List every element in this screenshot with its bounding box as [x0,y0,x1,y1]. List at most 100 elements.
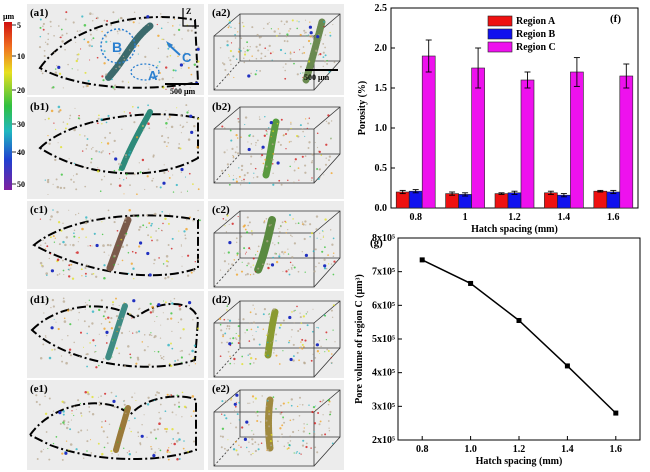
pore [241,426,244,429]
pore [167,47,170,50]
pore [170,342,172,345]
pore [262,313,265,316]
pore [128,330,130,332]
pore [241,179,243,182]
pore [333,61,336,64]
pore [110,24,113,27]
pore [321,400,323,403]
pore [112,303,114,306]
pore [232,178,235,181]
pore [57,105,61,109]
pore [128,453,131,456]
pore [304,118,307,120]
pore [293,169,296,172]
pore [39,218,42,220]
pore [100,151,103,154]
pore [225,219,227,222]
pore [253,308,255,310]
pore [36,458,39,460]
pore [221,427,225,430]
pore [101,123,103,125]
pore [301,221,304,223]
pore [66,123,69,125]
pore [69,244,71,246]
pore [49,20,52,23]
large-pore [140,434,144,438]
box-edge [213,153,241,184]
pore [58,36,61,38]
pore [320,433,323,436]
pore [310,232,314,235]
pore [93,232,96,235]
pore [330,137,332,140]
pore [52,410,55,412]
pore [51,298,55,302]
pore [143,171,145,173]
pore [89,33,92,36]
pore [135,451,137,453]
pore [233,357,236,361]
pore [50,25,52,28]
pore [84,272,87,275]
bar-region-c [471,67,485,209]
pore [299,124,302,127]
pore [52,86,55,89]
pore [248,221,251,224]
pore [246,49,249,52]
pore [83,24,87,27]
pore [70,308,73,312]
pore [280,183,283,186]
pore [320,345,322,348]
pore [48,257,50,260]
pore [234,409,236,411]
pore [181,416,183,418]
pore [165,255,169,258]
pore [54,71,58,75]
pore [63,320,67,323]
pore [164,427,167,430]
pore [159,337,162,339]
pore [113,88,116,91]
pore [239,184,242,186]
pore [317,412,320,414]
pore [67,63,69,66]
pore [178,438,181,441]
large-pore [132,299,136,303]
large-pore [323,264,327,268]
pore [62,410,65,413]
large-pore [157,303,161,307]
pore [280,20,283,23]
colorbar-unit: μm [3,12,15,21]
pore [291,235,293,238]
pore [60,229,63,232]
pore [151,222,153,225]
pore [167,136,170,139]
pore [133,173,136,176]
pore [69,323,72,326]
pore [78,236,80,239]
pore [250,357,253,360]
pore [268,21,270,23]
pore [303,346,305,348]
pore [62,297,65,300]
pore [49,236,52,239]
pore [238,318,240,320]
pore [297,270,300,273]
pore [271,143,274,146]
pore [228,25,231,27]
pore [297,429,300,432]
pore [247,141,249,143]
pore [48,142,51,145]
pore [325,331,328,334]
pore [131,105,134,108]
pore [177,28,181,32]
scale-bar-label: 500 μm [170,87,196,96]
pore [289,52,292,55]
pore [84,166,86,168]
pore [107,114,110,117]
pore [182,62,185,65]
pore [266,131,268,133]
pore [299,33,302,36]
pore [40,450,43,453]
pore [158,60,161,63]
